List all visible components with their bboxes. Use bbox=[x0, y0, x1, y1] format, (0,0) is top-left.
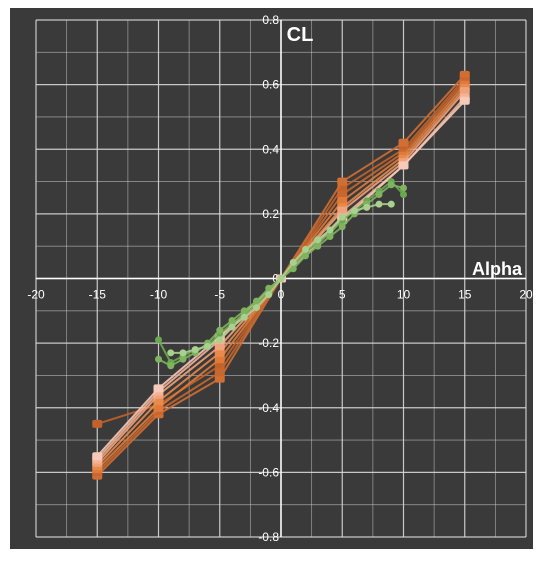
data-point bbox=[214, 342, 225, 351]
data-point bbox=[204, 342, 211, 350]
data-point bbox=[375, 190, 383, 198]
data-point bbox=[387, 181, 395, 189]
data-point bbox=[400, 190, 407, 198]
data-series bbox=[167, 200, 395, 357]
series-group bbox=[92, 70, 470, 480]
x-tick-label: -10 bbox=[150, 288, 168, 302]
y-tick-label: -0.6 bbox=[258, 465, 279, 479]
y-tick-labels: 0.8 0.6 0.4 0.2 0 -0.2 -0.4 -0.6 -0.8 bbox=[258, 13, 279, 544]
grid bbox=[35, 19, 527, 538]
data-point bbox=[338, 213, 346, 221]
data-point bbox=[351, 207, 358, 215]
data-point bbox=[302, 245, 309, 253]
data-point bbox=[337, 196, 348, 205]
data-point bbox=[289, 265, 297, 273]
data-point bbox=[459, 87, 470, 96]
data-point bbox=[253, 297, 260, 305]
data-point bbox=[337, 177, 348, 186]
data-point bbox=[459, 96, 470, 105]
data-point bbox=[375, 200, 383, 208]
data-point bbox=[179, 355, 187, 363]
y-tick-label: -0.8 bbox=[258, 530, 279, 544]
data-point bbox=[216, 336, 224, 344]
data-point bbox=[363, 203, 371, 211]
x-tick-label: -5 bbox=[214, 288, 225, 302]
data-point bbox=[240, 313, 248, 321]
x-tick-label: 15 bbox=[458, 288, 472, 302]
data-point bbox=[398, 138, 409, 147]
data-point bbox=[214, 374, 225, 383]
data-point bbox=[265, 291, 273, 299]
data-point bbox=[326, 226, 334, 234]
data-point bbox=[240, 307, 248, 315]
data-point bbox=[214, 368, 225, 377]
y-tick-label: 0.6 bbox=[262, 78, 279, 92]
data-point bbox=[214, 348, 225, 357]
data-point bbox=[153, 397, 164, 406]
y-tick-label: 0.8 bbox=[262, 13, 279, 27]
data-point bbox=[253, 304, 260, 312]
data-point bbox=[155, 336, 162, 344]
x-tick-label: -15 bbox=[89, 288, 107, 302]
x-tick-label: 5 bbox=[339, 288, 346, 302]
data-point bbox=[337, 190, 348, 199]
x-tick-label: 10 bbox=[397, 288, 411, 302]
data-point bbox=[302, 252, 309, 260]
y-tick-label: -0.2 bbox=[258, 336, 279, 350]
data-point bbox=[326, 232, 334, 240]
data-point bbox=[92, 452, 103, 461]
y-tick-label: 0.4 bbox=[262, 142, 279, 156]
data-point bbox=[387, 200, 395, 208]
y-axis-title: CL bbox=[287, 24, 314, 46]
data-point bbox=[228, 323, 236, 331]
data-point bbox=[216, 326, 224, 334]
data-point bbox=[459, 70, 470, 79]
data-point bbox=[167, 362, 175, 370]
x-axis-title: Alpha bbox=[472, 259, 523, 279]
data-point bbox=[228, 317, 236, 325]
data-point bbox=[314, 236, 322, 244]
data-point bbox=[314, 242, 322, 250]
x-tick-labels: -20 -15 -10 -5 0 5 10 15 20 bbox=[27, 288, 533, 302]
data-point bbox=[155, 355, 162, 363]
data-point bbox=[191, 346, 199, 354]
data-point bbox=[92, 419, 103, 428]
y-tick-label: 0 bbox=[272, 272, 279, 286]
data-point bbox=[214, 355, 225, 364]
y-tick-label: 0.2 bbox=[262, 207, 279, 221]
y-tick-label: -0.4 bbox=[258, 401, 279, 415]
x-tick-label: 0 bbox=[278, 288, 285, 302]
data-point bbox=[337, 206, 348, 215]
data-point bbox=[153, 403, 164, 412]
data-point bbox=[153, 384, 164, 393]
data-point bbox=[167, 349, 175, 357]
data-point bbox=[289, 258, 297, 266]
data-point bbox=[277, 275, 285, 282]
data-point bbox=[265, 284, 273, 292]
data-point bbox=[400, 184, 407, 192]
data-point bbox=[338, 223, 346, 231]
data-point bbox=[398, 161, 409, 170]
x-tick-label: -20 bbox=[27, 288, 45, 302]
x-tick-label: 20 bbox=[519, 288, 533, 302]
data-point bbox=[179, 349, 187, 357]
